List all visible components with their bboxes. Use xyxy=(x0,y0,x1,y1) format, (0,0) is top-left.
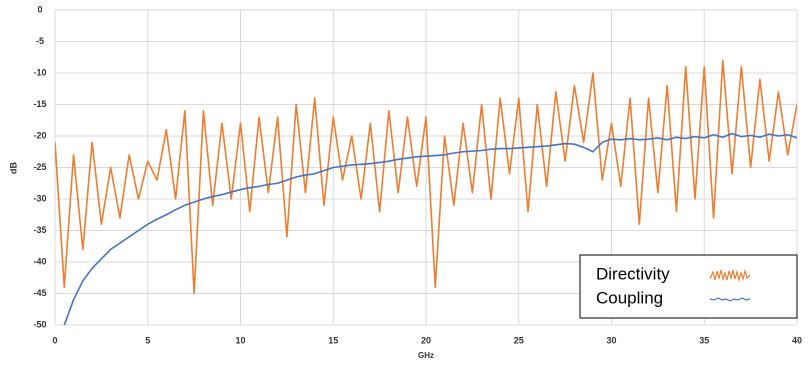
x-tick-label: 0 xyxy=(52,335,57,345)
x-tick-label: 35 xyxy=(699,335,709,345)
x-axis-label: GHz xyxy=(418,351,434,360)
x-tick-label: 10 xyxy=(235,335,245,345)
x-tick-label: 5 xyxy=(145,335,150,345)
y-tick-label: -5 xyxy=(36,36,44,46)
y-tick-label: -30 xyxy=(33,193,46,203)
y-tick-label: -20 xyxy=(33,130,46,140)
y-tick-label: -45 xyxy=(33,288,46,298)
series-line xyxy=(63,132,797,325)
x-tick-label: 15 xyxy=(328,335,338,345)
plot-area xyxy=(55,59,797,325)
legend-box xyxy=(579,254,798,319)
x-tick-label: 40 xyxy=(792,335,802,345)
y-tick-label: -10 xyxy=(33,67,46,77)
legend-label: Coupling xyxy=(596,288,663,307)
y-tick-label: -15 xyxy=(33,99,46,109)
y-tick-label: 0 xyxy=(37,4,42,14)
legend-label: Directivity xyxy=(596,264,670,283)
legend-swatch xyxy=(709,268,751,283)
series-line xyxy=(55,59,797,295)
y-tick-label: -40 xyxy=(33,256,46,266)
x-tick-label: 20 xyxy=(421,335,431,345)
y-axis-label: dB xyxy=(8,162,18,174)
x-tick-label: 25 xyxy=(514,335,524,345)
y-tick-label: -50 xyxy=(33,319,46,329)
y-tick-label: -35 xyxy=(33,225,46,235)
y-tick-label: -25 xyxy=(33,162,46,172)
legend-swatch xyxy=(709,297,751,302)
x-tick-label: 30 xyxy=(606,335,616,345)
legend: Directivity Coupling xyxy=(579,254,798,319)
